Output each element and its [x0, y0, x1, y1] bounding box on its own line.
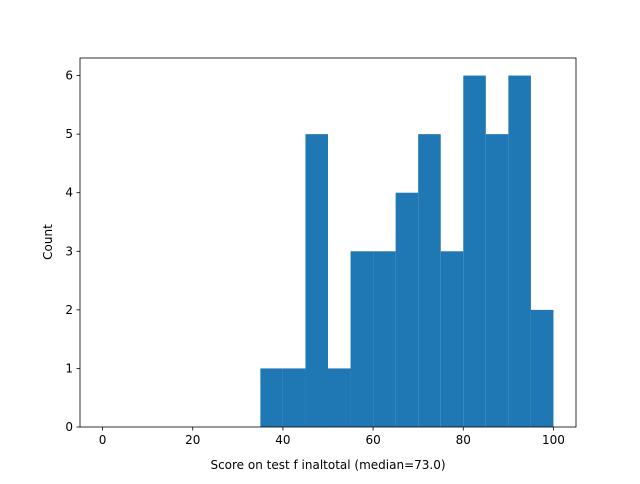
histogram-bar: [508, 75, 531, 428]
y-tick-label: 1: [65, 361, 73, 375]
histogram-bar: [373, 251, 396, 427]
histogram-bar: [305, 134, 328, 427]
y-tick-label: 0: [65, 420, 73, 434]
bars-layer: [260, 75, 554, 428]
axes-layer: 0 20 40 60 80 100 0 1 2 3 4 5 6: [65, 57, 577, 447]
x-axis-label: Score on test f inaltotal (median=73.0): [210, 458, 445, 472]
histogram-bar: [260, 368, 283, 427]
histogram-bar: [530, 309, 554, 427]
histogram-bar: [418, 134, 441, 427]
x-tick-label: 40: [275, 433, 290, 447]
y-tick-label: 5: [65, 127, 73, 141]
histogram-bar: [463, 75, 486, 428]
histogram-bar: [395, 192, 419, 427]
y-tick-label: 3: [65, 244, 73, 258]
y-tick-label: 4: [65, 186, 73, 200]
plot-frame: [79, 57, 577, 428]
x-tick-label: 0: [99, 433, 107, 447]
histogram-bar: [485, 134, 509, 427]
histogram-bar: [350, 251, 374, 427]
x-tick-label: 60: [365, 433, 380, 447]
x-tick-label: 80: [456, 433, 471, 447]
y-axis-label: Count: [41, 224, 55, 260]
x-tick-label: 20: [185, 433, 200, 447]
histogram-bar: [282, 368, 306, 427]
histogram-bar: [440, 251, 464, 427]
y-tick-label: 2: [65, 303, 73, 317]
x-tick-label: 100: [542, 433, 565, 447]
histogram-bar: [328, 368, 351, 427]
y-tick-label: 6: [65, 69, 73, 83]
